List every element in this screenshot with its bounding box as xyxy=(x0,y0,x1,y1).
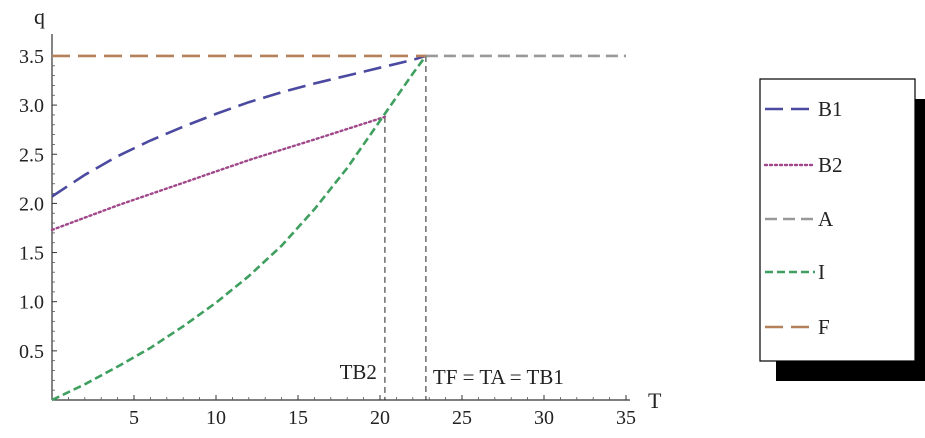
x-tick-label: 10 xyxy=(206,407,226,429)
series-line-b1 xyxy=(51,54,427,198)
series-group xyxy=(50,54,626,402)
annotations: TB2 TF = TA = TB1 xyxy=(340,360,564,389)
axes: T q xyxy=(34,4,662,413)
y-tick-label: 2.5 xyxy=(19,144,44,166)
x-tick-label: 5 xyxy=(129,407,139,429)
legend: B1 B2 A I F xyxy=(759,78,925,381)
legend-label-a: A xyxy=(818,207,834,231)
x-tick-label: 20 xyxy=(370,407,390,429)
ticks: 5 10 15 20 25 30 35 0.5 1.0 1.5 2.0 2.5 3.0 3.5 xyxy=(19,46,636,429)
guide-lines xyxy=(384,55,427,400)
x-tick-label: 15 xyxy=(288,407,308,429)
series-line-i xyxy=(51,55,427,402)
x-axis-label: T xyxy=(648,388,662,413)
y-tick-label: 1.5 xyxy=(19,243,44,265)
x-tick-label: 30 xyxy=(534,407,554,429)
y-tick-label: 2.0 xyxy=(19,193,44,215)
legend-label-b2: B2 xyxy=(818,153,843,177)
annotation-tf-ta-tb1: TF = TA = TB1 xyxy=(433,365,564,389)
y-tick-label: 3.0 xyxy=(19,95,44,117)
legend-label-f: F xyxy=(818,315,830,339)
legend-label-b1: B1 xyxy=(818,97,843,121)
y-tick-label: 1.0 xyxy=(19,292,44,314)
legend-box xyxy=(759,78,916,362)
y-axis-label: q xyxy=(34,4,45,29)
series-line-b2 xyxy=(50,115,387,232)
y-tick-label: 3.5 xyxy=(19,46,44,68)
annotation-tb2: TB2 xyxy=(340,360,377,384)
legend-label-i: I xyxy=(818,260,825,284)
y-tick-label: 0.5 xyxy=(19,341,44,363)
x-tick-label: 25 xyxy=(452,407,472,429)
x-tick-label: 35 xyxy=(616,407,636,429)
